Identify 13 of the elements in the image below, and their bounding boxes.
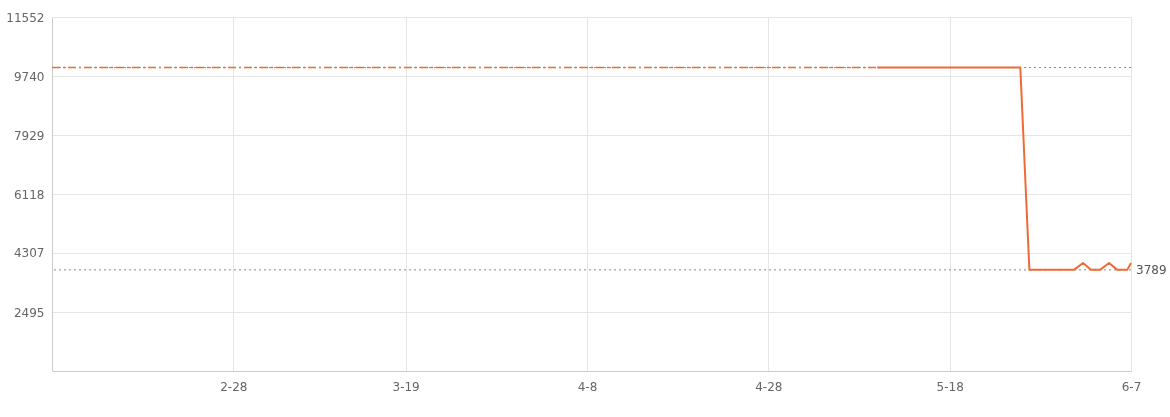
y-tick-label: 4307 [13,246,45,261]
y-tick-label: 2495 [13,305,45,320]
y-tick-label: 7929 [13,128,45,143]
y-tick-label: 11552 [6,10,45,25]
y-tick-label: 6118 [13,187,45,202]
ref-line-label: 3789 [1136,262,1167,277]
x-tick-label: 2-28 [220,379,248,394]
x-tick-label: 4-8 [577,379,598,394]
x-tick-label: 6-7 [1121,379,1142,394]
y-tick-label: 9740 [13,69,45,84]
x-tick-label: 4-28 [755,379,783,394]
x-tick-label: 5-18 [936,379,964,394]
x-tick-label: 3-19 [392,379,420,394]
